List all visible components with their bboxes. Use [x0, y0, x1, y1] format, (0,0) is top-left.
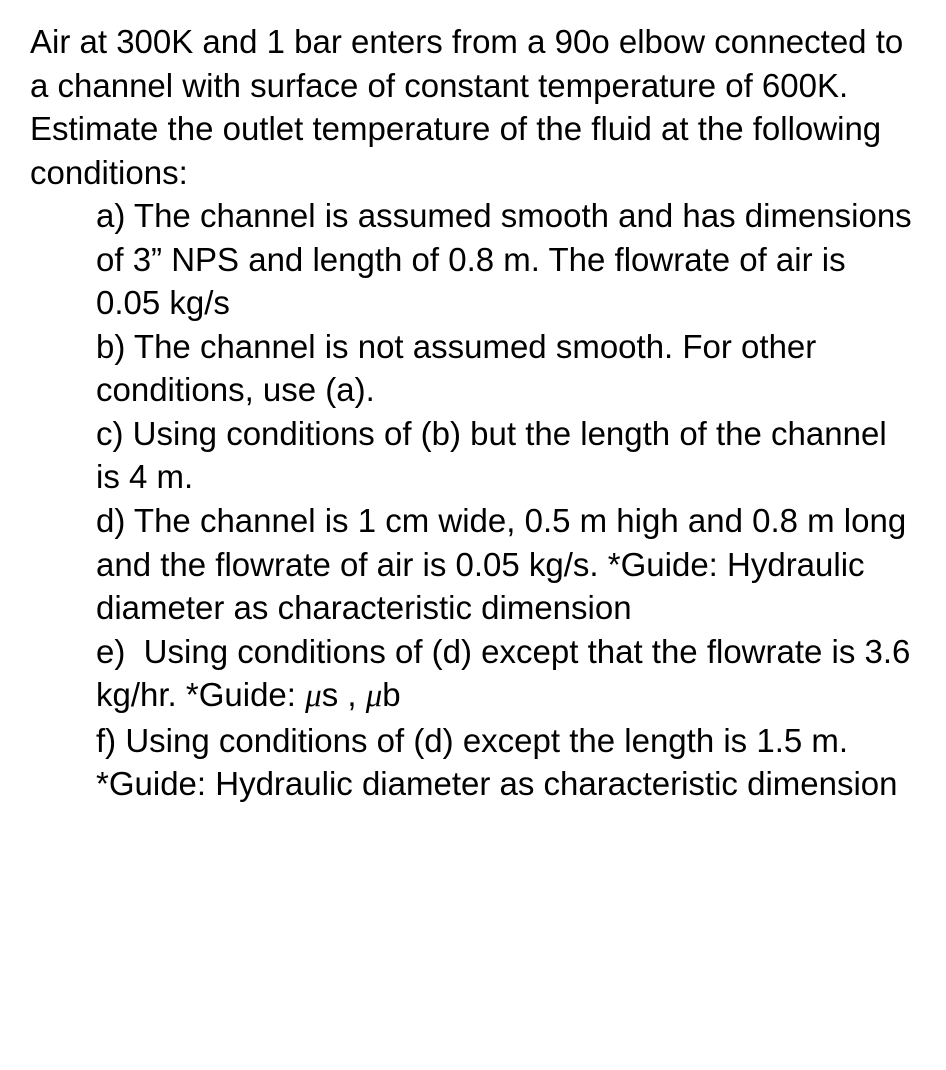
- problem-items: a) The channel is assumed smooth and has…: [30, 194, 916, 806]
- problem-intro: Air at 300K and 1 bar enters from a 90o …: [30, 20, 916, 194]
- item-e: e) Using conditions of (d) except that t…: [96, 630, 916, 719]
- item-d: d) The channel is 1 cm wide, 0.5 m high …: [96, 499, 916, 630]
- mu-symbol-2: μ: [366, 678, 383, 714]
- item-c: c) Using conditions of (b) but the lengt…: [96, 412, 916, 499]
- item-a: a) The channel is assumed smooth and has…: [96, 194, 916, 325]
- mu-symbol-1: μ: [305, 678, 322, 714]
- item-f: f) Using conditions of (d) except the le…: [96, 719, 916, 806]
- problem-page: Air at 300K and 1 bar enters from a 90o …: [0, 0, 946, 826]
- item-e-pre: e) Using conditions of (d) except that t…: [96, 633, 910, 714]
- item-e-b: b: [382, 676, 400, 713]
- item-b: b) The channel is not assumed smooth. Fo…: [96, 325, 916, 412]
- item-e-s: s ,: [322, 676, 366, 713]
